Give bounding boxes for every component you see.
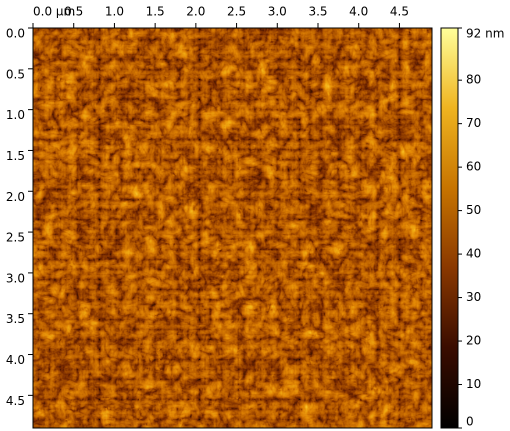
y-tick-label: 1.5 xyxy=(6,149,25,163)
afm-height-image xyxy=(33,28,432,428)
x-tick-label: 3.0 xyxy=(268,5,287,19)
colorbar-tick-label: 30 xyxy=(466,290,481,304)
y-tick-label: 3.0 xyxy=(6,271,25,285)
y-tick-label: 2.0 xyxy=(6,190,25,204)
colorbar xyxy=(440,27,459,429)
y-tick-label: 0.5 xyxy=(6,67,25,81)
colorbar-tick-label: 40 xyxy=(466,247,481,261)
x-tick-label: 1.5 xyxy=(146,5,165,19)
colorbar-tick-label: 60 xyxy=(466,160,481,174)
y-tick-label: 1.0 xyxy=(6,108,25,122)
y-tick-label: 4.0 xyxy=(6,353,25,367)
y-tick-label: 2.5 xyxy=(6,231,25,245)
x-tick-label: 1.0 xyxy=(105,5,124,19)
x-tick-label: 2.0 xyxy=(186,5,205,19)
colorbar-tick-label: 20 xyxy=(466,334,481,348)
image-frame xyxy=(32,27,433,429)
colorbar-tick-label: 70 xyxy=(466,116,481,130)
y-tick-label: 3.5 xyxy=(6,312,25,326)
y-tick-label: 0.0 xyxy=(6,27,25,41)
colorbar-tick-label: 0 xyxy=(466,415,474,429)
colorbar-tick-label: 92 nm xyxy=(466,27,504,41)
x-tick-label: 3.5 xyxy=(308,5,327,19)
y-tick-label: 4.5 xyxy=(6,394,25,408)
colorbar-tick-label: 80 xyxy=(466,73,481,87)
colorbar-tick-label: 50 xyxy=(466,203,481,217)
x-tick-label: 4.0 xyxy=(349,5,368,19)
x-tick-label: 0.0 μm xyxy=(33,5,75,19)
x-tick-label: 0.5 xyxy=(64,5,83,19)
x-tick-label: 2.5 xyxy=(227,5,246,19)
colorbar-tick-label: 10 xyxy=(466,377,481,391)
x-tick-label: 4.5 xyxy=(390,5,409,19)
